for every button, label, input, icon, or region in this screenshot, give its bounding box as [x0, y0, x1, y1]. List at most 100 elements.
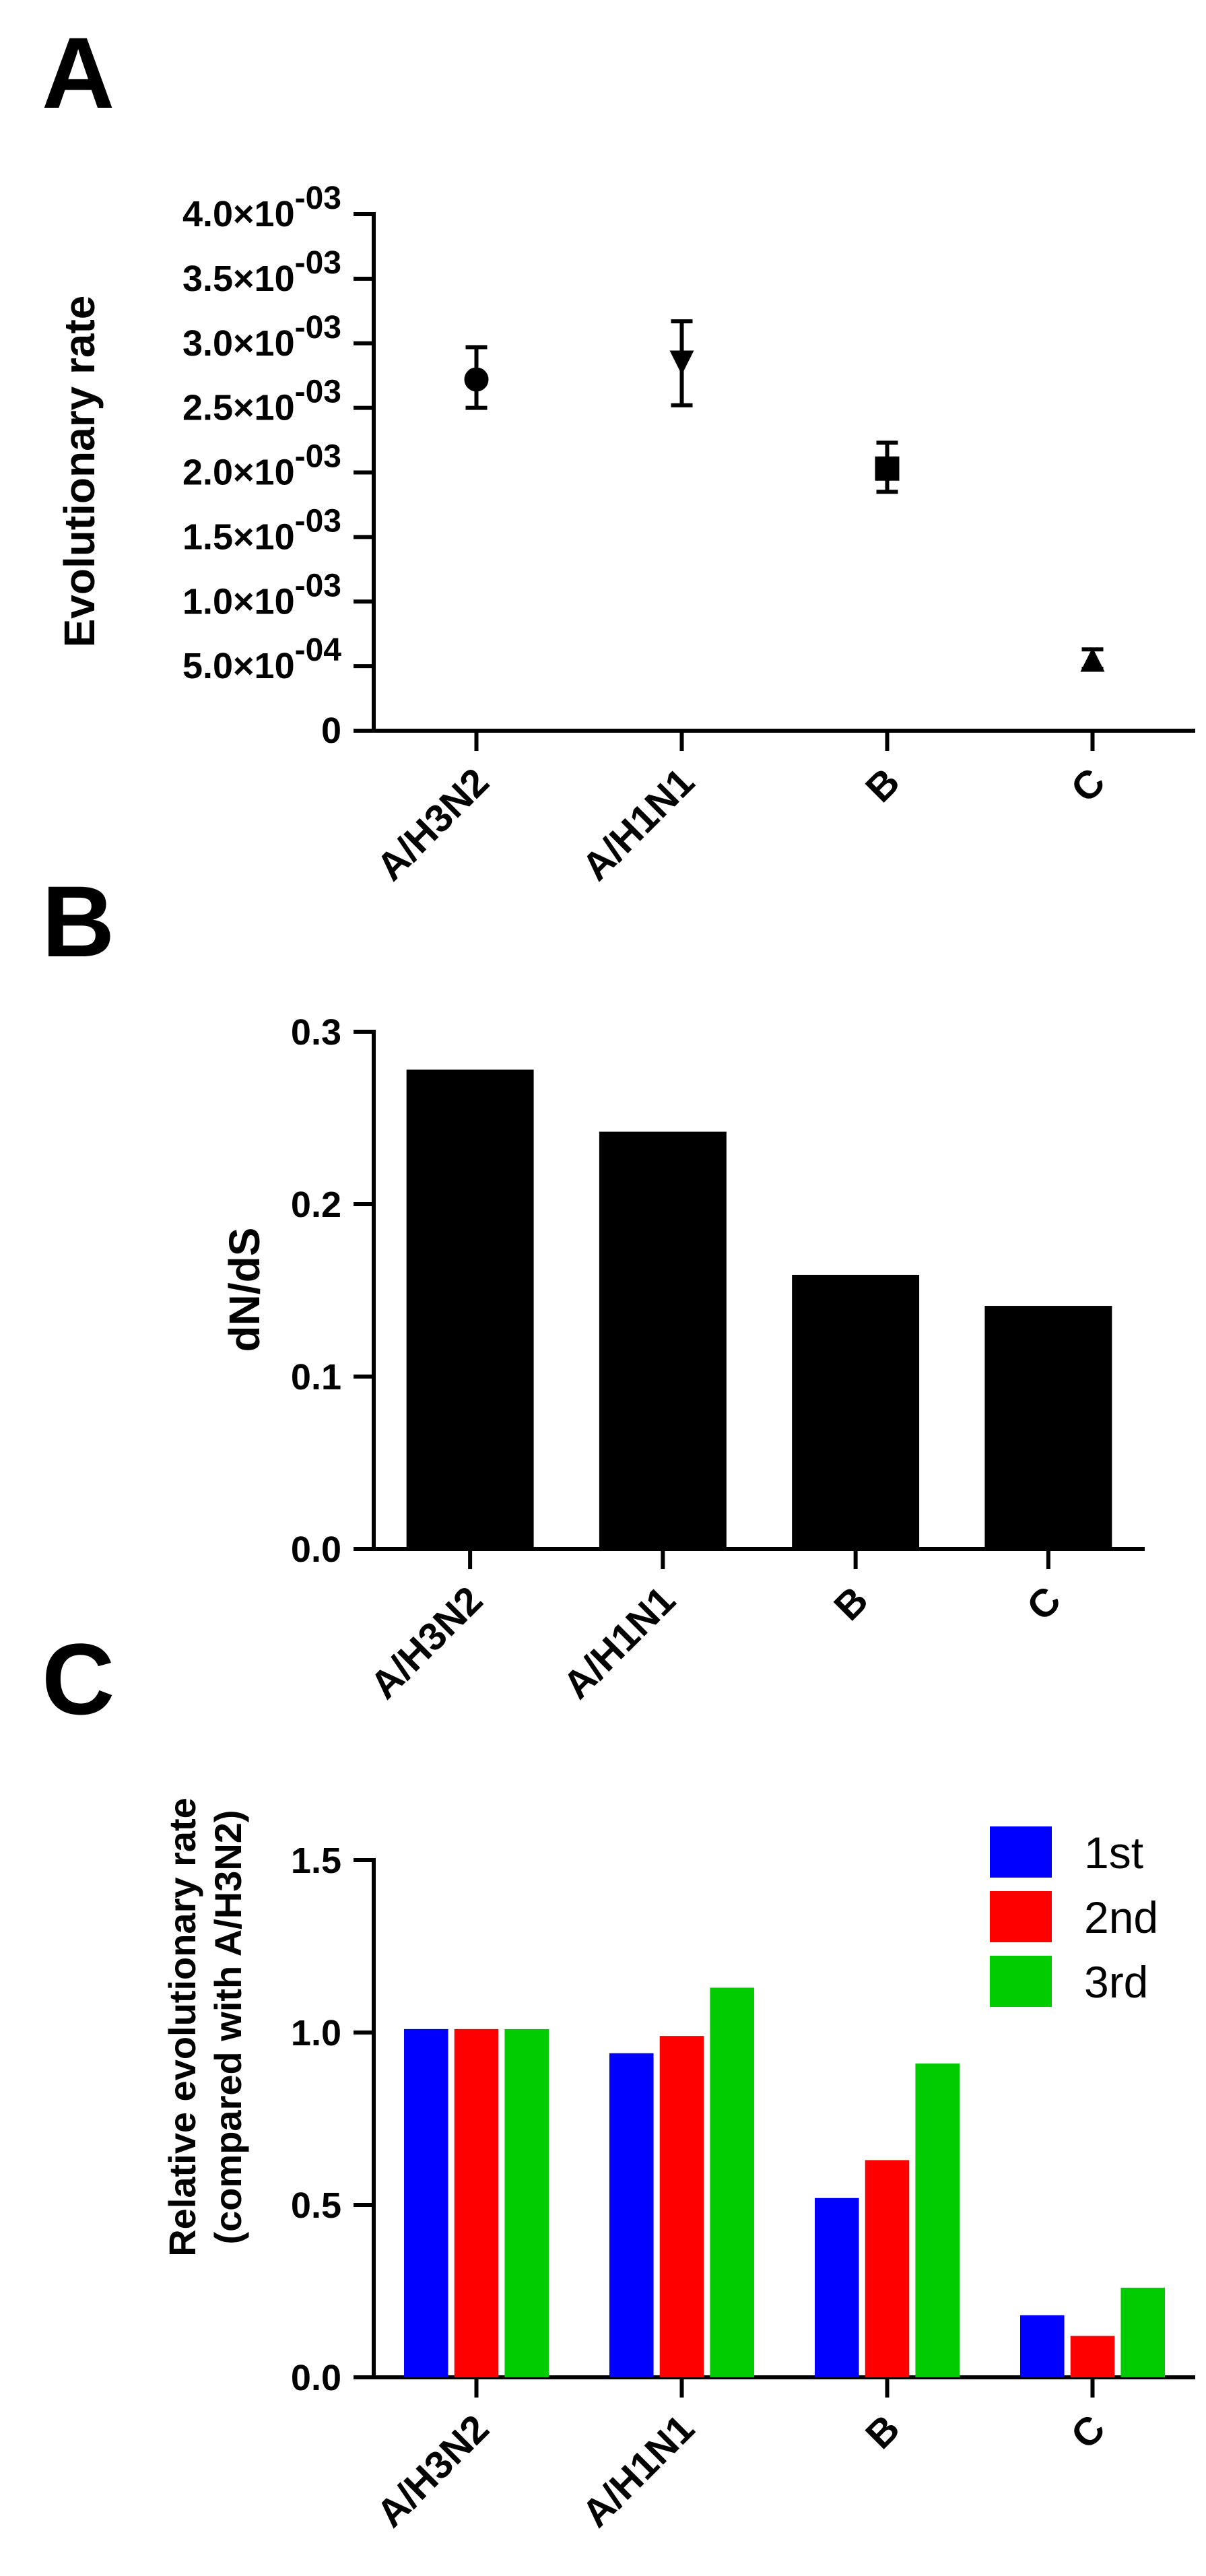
chart-c-bar-1st: [1019, 2315, 1065, 2377]
chart-b-bar: [406, 1069, 534, 1549]
chart-b-x-tick-label: A/H1N1: [555, 1578, 684, 1707]
chart-c: Relative evolutionary rate (compared wit…: [161, 1797, 1195, 2536]
chart-b-x-tick-label: B: [826, 1578, 877, 1629]
chart-a-point: [1080, 647, 1105, 672]
chart-a-axes: [372, 212, 1195, 733]
chart-a-y-tick-mantissa: 4.0×10: [182, 194, 295, 234]
chart-a-y-tick-mantissa: 0: [321, 711, 341, 751]
chart-a-x-tick-label: B: [857, 760, 908, 811]
chart-a-x-tick-label: C: [1063, 760, 1114, 811]
legend-entry: 1st: [990, 1826, 1143, 1878]
chart-a-point: [464, 345, 489, 410]
chart-a-y-tick-label: 4.0×10-03: [182, 180, 341, 234]
chart-c-bar-3rd: [710, 1987, 755, 2377]
chart-b-bars: [406, 1069, 1112, 1549]
chart-b-y-ticks: 0.0 0.1 0.2 0.3: [291, 1012, 374, 1570]
chart-c-bar-1st: [609, 2053, 654, 2377]
chart-c-y-axis-label-line2: (compared with A/H3N2): [207, 1810, 249, 2244]
chart-c-y-tick-label: 0.5: [291, 2185, 341, 2226]
chart-b-bar: [984, 1306, 1112, 1549]
chart-c-y-ticks: 0.0 0.5 1.0 1.5: [291, 1841, 374, 2398]
chart-b-bar: [792, 1274, 920, 1549]
chart-b-x-ticks: A/H3N2 A/H1N1 B C: [362, 1549, 1069, 1707]
chart-a-x-ticks: A/H3N2 A/H1N1 B C: [368, 731, 1114, 889]
chart-c-bar-3rd: [1120, 2287, 1166, 2377]
chart-a-y-tick-mantissa: 3.0×10: [182, 323, 295, 364]
chart-b-x-tick-label: A/H3N2: [362, 1578, 491, 1707]
chart-c-x-tick-label: A/H1N1: [574, 2406, 703, 2536]
chart-a-y-tick-label: 1.0×10-03: [182, 568, 341, 622]
chart-c-bar-2nd: [865, 2160, 910, 2377]
legend-swatch: [990, 1956, 1052, 2007]
chart-c-x-tick-label: A/H3N2: [368, 2406, 498, 2536]
marker-circle: [464, 367, 489, 392]
panel-label-a: A: [42, 16, 114, 129]
chart-c-bar-2nd: [1070, 2336, 1115, 2377]
chart-a-y-tick-exponent: -03: [295, 568, 341, 603]
chart-a-y-tick-mantissa: 2.0×10: [182, 453, 295, 493]
legend-entry: 3rd: [990, 1956, 1148, 2007]
chart-c-legend: 1st 2nd 3rd: [990, 1826, 1158, 2007]
chart-a-x-tick-label: A/H3N2: [368, 760, 498, 889]
chart-a-y-tick-exponent: -03: [295, 503, 341, 539]
legend-entry: 2nd: [990, 1891, 1158, 1942]
chart-c-bar-2nd: [454, 2028, 499, 2377]
chart-a-x-tick-label: A/H1N1: [574, 760, 703, 889]
chart-c-bar-2nd: [659, 2036, 704, 2377]
marker-square: [875, 456, 900, 481]
marker-triangle-down: [669, 350, 694, 375]
legend-label: 3rd: [1084, 1957, 1148, 2007]
chart-b-x-tick-label: C: [1018, 1578, 1069, 1629]
chart-c-bar-1st: [403, 2028, 448, 2377]
chart-c-x-tick-label: B: [857, 2406, 908, 2457]
chart-c-x-tick-label: C: [1063, 2406, 1114, 2457]
chart-c-bar-3rd: [915, 2063, 960, 2377]
chart-a-y-tick-label: 3.0×10-03: [182, 310, 341, 364]
chart-a-y-tick-exponent: -03: [295, 439, 341, 475]
chart-b-y-tick-label: 0.3: [291, 1012, 341, 1053]
chart-a-y-tick-label: 1.5×10-03: [182, 503, 341, 557]
chart-c-y-tick-label: 0.0: [291, 2358, 341, 2398]
chart-c-y-tick-label: 1.0: [291, 2013, 341, 2053]
chart-a-y-tick-mantissa: 3.5×10: [182, 259, 295, 299]
marker-triangle-up: [1080, 647, 1105, 672]
chart-a-y-tick-mantissa: 2.5×10: [182, 388, 295, 428]
legend-label: 1st: [1084, 1828, 1143, 1878]
chart-b-y-tick-label: 0.0: [291, 1529, 341, 1570]
chart-a-y-tick-mantissa: 5.0×10: [182, 646, 295, 686]
chart-c-x-ticks: A/H3N2 A/H1N1 B C: [368, 2377, 1114, 2536]
chart-b-bar: [599, 1131, 727, 1549]
chart-a-y-tick-mantissa: 1.5×10: [182, 517, 295, 557]
chart-c-y-tick-label: 1.5: [291, 1841, 341, 1881]
chart-a-y-tick-exponent: -04: [295, 632, 342, 668]
chart-c-bars: [403, 1987, 1166, 2377]
chart-b-y-axis-label: dN/dS: [220, 1228, 269, 1352]
chart-c-bar-1st: [814, 2198, 859, 2377]
chart-a-point: [875, 440, 900, 494]
chart-a-y-axis-label: Evolutionary rate: [55, 296, 104, 648]
chart-a-points: [464, 319, 1105, 672]
chart-a-y-tick-mantissa: 1.0×10: [182, 581, 295, 622]
chart-a: Evolutionary rate 05.0×10-041.0×10-031.5…: [55, 180, 1195, 889]
chart-a-y-ticks: 05.0×10-041.0×10-031.5×10-032.0×10-032.5…: [182, 180, 374, 751]
chart-b-y-tick-label: 0.2: [291, 1185, 341, 1225]
chart-a-y-tick-label: 0: [321, 711, 341, 751]
legend-swatch: [990, 1891, 1052, 1942]
chart-a-y-tick-label: 5.0×10-04: [182, 632, 341, 686]
chart-a-point: [669, 319, 694, 407]
chart-c-bar-3rd: [504, 2028, 549, 2377]
legend-label: 2nd: [1084, 1892, 1158, 1942]
chart-a-y-tick-label: 3.5×10-03: [182, 245, 341, 299]
chart-b-y-tick-label: 0.1: [291, 1357, 341, 1397]
panel-label-b: B: [42, 865, 114, 978]
chart-a-y-tick-exponent: -03: [295, 245, 341, 281]
panel-label-c: C: [42, 1622, 114, 1736]
chart-a-y-tick-label: 2.5×10-03: [182, 374, 341, 428]
chart-a-y-tick-exponent: -03: [295, 180, 341, 216]
chart-a-y-tick-exponent: -03: [295, 310, 341, 345]
chart-a-y-tick-exponent: -03: [295, 374, 341, 410]
chart-b: dN/dS 0.0 0.1 0.2 0.3 A/H3N2 A/H1N1 B C: [220, 1012, 1145, 1707]
legend-swatch: [990, 1826, 1052, 1878]
chart-c-y-axis-label-line1: Relative evolutionary rate: [161, 1797, 203, 2257]
